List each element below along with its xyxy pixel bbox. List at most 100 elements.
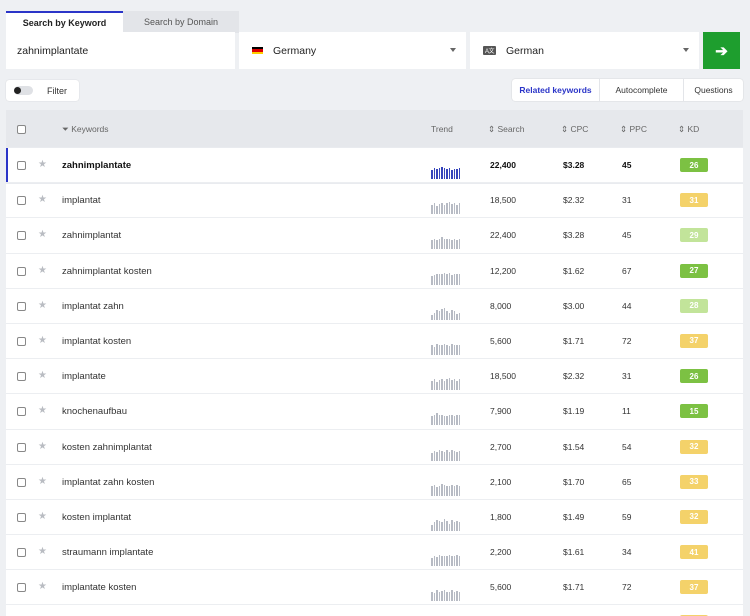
trend-bar xyxy=(436,590,438,602)
trend-bar xyxy=(443,273,445,285)
table-row[interactable]: ★ xyxy=(6,605,743,616)
keyword-cell[interactable]: straumann implantate xyxy=(62,547,154,559)
keyword-cell[interactable]: zahnimplantate xyxy=(62,160,132,171)
row-checkbox[interactable] xyxy=(17,161,26,170)
table-row[interactable]: ★ implantat zahn 8,000 $3.00 44 28 xyxy=(6,288,743,324)
table-row[interactable]: ★ implantat kosten 5,600 $1.71 72 37 xyxy=(6,323,743,360)
star-icon[interactable]: ★ xyxy=(38,264,47,276)
ppc-cell: 45 xyxy=(622,160,632,170)
trend-bar xyxy=(448,523,450,531)
trend-bar xyxy=(438,204,440,215)
table-row[interactable]: ★ kosten implantat 1,800 $1.49 59 32 xyxy=(6,499,743,536)
trend-bar xyxy=(456,313,458,320)
table-row[interactable]: ★ zahnimplantat kosten 12,200 $1.62 67 2… xyxy=(6,253,743,289)
keyword-input[interactable] xyxy=(17,44,217,57)
row-checkbox[interactable] xyxy=(17,442,26,452)
star-icon[interactable]: ★ xyxy=(38,194,47,206)
table-row[interactable]: ★ knochenaufbau 7,900 $1.19 11 15 xyxy=(6,394,743,430)
table-row[interactable]: ★ zahnimplantate 22,400 $3.28 45 26 xyxy=(6,148,743,184)
column-ppc[interactable]: ⇕ PPC xyxy=(620,124,647,135)
column-kd[interactable]: ⇕ KD xyxy=(678,124,699,135)
select-all-checkbox[interactable] xyxy=(17,125,26,134)
table-row[interactable]: ★ kosten zahnimplantat 2,700 $1.54 54 32 xyxy=(6,429,743,465)
tab-questions[interactable]: Questions xyxy=(683,79,743,101)
keyword-cell[interactable]: implantat zahn xyxy=(62,300,124,312)
star-icon[interactable]: ★ xyxy=(38,581,47,593)
trend-sparkline xyxy=(431,483,463,496)
row-checkbox[interactable] xyxy=(17,266,26,276)
keyword-cell[interactable]: implantat xyxy=(62,195,101,207)
trend-sparkline xyxy=(431,554,463,567)
tab-autocomplete[interactable]: Autocomplete xyxy=(599,79,683,101)
trend-bar xyxy=(431,314,433,320)
table-row[interactable]: ★ straumann implantate 2,200 $1.61 34 41 xyxy=(6,535,743,571)
star-icon[interactable]: ★ xyxy=(38,475,47,487)
trend-bar xyxy=(446,311,448,320)
keyword-cell[interactable]: implantat zahn kosten xyxy=(62,476,155,488)
keyword-cell[interactable]: knochenaufbau xyxy=(62,406,127,418)
trend-sparkline xyxy=(431,378,463,391)
trend-bar xyxy=(451,449,453,461)
table-row[interactable]: ★ implantate 18,500 $2.32 31 26 xyxy=(6,359,743,395)
search-submit-button[interactable]: ➔ xyxy=(703,32,740,69)
keyword-cell[interactable]: implantate kosten xyxy=(62,582,137,594)
location-value: Germany xyxy=(273,44,317,57)
star-icon[interactable]: ★ xyxy=(38,334,47,346)
keyword-source-tabs: Related keywords Autocomplete Questions xyxy=(512,79,743,101)
trend-bar xyxy=(433,522,435,531)
search-volume-cell: 22,400 xyxy=(490,160,516,170)
toggle-switch[interactable] xyxy=(14,86,33,95)
chevron-down-icon xyxy=(450,48,456,52)
row-checkbox[interactable] xyxy=(17,301,26,311)
kd-badge: 15 xyxy=(680,404,708,419)
row-checkbox[interactable] xyxy=(17,336,26,346)
tab-search-by-keyword[interactable]: Search by Keyword xyxy=(6,11,123,33)
trend-sparkline xyxy=(431,589,463,602)
star-icon[interactable]: ★ xyxy=(38,299,47,311)
keyword-cell[interactable]: zahnimplantat xyxy=(62,230,122,242)
trend-bar xyxy=(448,452,450,461)
star-icon[interactable]: ★ xyxy=(38,159,47,170)
table-row[interactable]: ★ zahnimplantat 22,400 $3.28 45 29 xyxy=(6,218,743,254)
row-checkbox[interactable] xyxy=(17,548,26,558)
trend-bar xyxy=(443,484,445,496)
keyword-cell[interactable]: kosten implantat xyxy=(62,511,132,523)
star-icon[interactable]: ★ xyxy=(38,440,47,452)
row-checkbox[interactable] xyxy=(17,372,26,382)
table-row[interactable]: ★ implantat 18,500 $2.32 31 31 xyxy=(6,183,743,219)
row-checkbox[interactable] xyxy=(17,512,26,522)
keyword-cell[interactable]: implantat kosten xyxy=(62,335,132,347)
row-checkbox[interactable] xyxy=(17,407,26,417)
row-checkbox[interactable] xyxy=(17,477,26,487)
column-search[interactable]: ⇕ Search xyxy=(488,124,524,135)
star-icon[interactable]: ★ xyxy=(38,370,47,382)
star-icon[interactable]: ★ xyxy=(38,229,47,241)
star-icon[interactable]: ★ xyxy=(38,546,47,558)
column-cpc[interactable]: ⇕ CPC xyxy=(561,124,588,135)
sort-desc-icon: ⏷ xyxy=(62,124,69,134)
trend-bar xyxy=(451,484,453,496)
trend-bar xyxy=(456,555,458,567)
keyword-cell[interactable]: zahnimplantat kosten xyxy=(62,265,152,277)
language-select[interactable]: A文 German xyxy=(470,32,699,69)
keyword-cell[interactable]: implantate xyxy=(62,371,106,383)
table-row[interactable]: ★ implantat zahn kosten 2,100 $1.70 65 3… xyxy=(6,464,743,500)
trend-bar xyxy=(446,168,448,179)
location-select[interactable]: Germany xyxy=(239,32,466,69)
row-checkbox[interactable] xyxy=(17,196,26,206)
filter-toggle-button[interactable]: Filter xyxy=(6,80,79,101)
tab-search-by-domain[interactable]: Search by Domain xyxy=(123,11,239,33)
tab-related-keywords[interactable]: Related keywords xyxy=(519,85,592,95)
trend-bar xyxy=(446,379,448,391)
star-icon[interactable]: ★ xyxy=(38,405,47,417)
trend-bar xyxy=(438,521,440,531)
row-checkbox[interactable] xyxy=(17,231,26,241)
star-icon[interactable]: ★ xyxy=(38,510,47,522)
trend-bar xyxy=(441,273,443,285)
column-keywords[interactable]: ⏷ Keywords xyxy=(62,124,109,135)
ppc-cell: 59 xyxy=(622,511,632,522)
table-row[interactable]: ★ implantate kosten 5,600 $1.71 72 37 xyxy=(6,570,743,606)
trend-bar xyxy=(431,170,433,179)
row-checkbox[interactable] xyxy=(17,583,26,593)
keyword-cell[interactable]: kosten zahnimplantat xyxy=(62,441,152,453)
